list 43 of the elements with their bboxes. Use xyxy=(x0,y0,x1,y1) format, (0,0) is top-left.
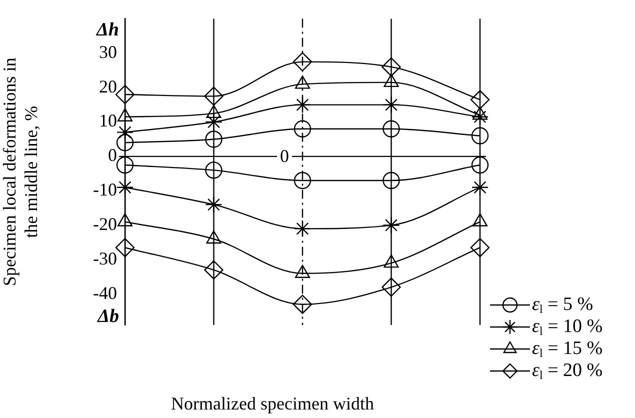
point xyxy=(115,84,135,104)
point xyxy=(204,86,224,106)
point xyxy=(116,124,134,141)
annotation: 0 xyxy=(280,146,289,166)
point xyxy=(205,196,222,214)
point xyxy=(382,57,401,77)
point xyxy=(471,156,489,174)
point xyxy=(471,127,489,144)
y-tick-label: -40 xyxy=(93,282,117,303)
point xyxy=(292,294,312,314)
x-axis-title: Normalized specimen width xyxy=(171,394,374,414)
y-tick-label: -20 xyxy=(93,214,117,234)
point xyxy=(294,220,312,238)
annotation: Δb xyxy=(96,306,119,327)
point xyxy=(294,172,312,190)
y-tick-label: 10 xyxy=(99,110,117,131)
point xyxy=(470,90,490,110)
point xyxy=(382,216,400,234)
y-tick-label: 30 xyxy=(99,42,117,62)
y-tick-label: 20 xyxy=(99,76,117,96)
point xyxy=(205,162,222,179)
point xyxy=(205,113,222,131)
point xyxy=(116,156,134,174)
point xyxy=(205,130,222,148)
point xyxy=(382,120,400,138)
point xyxy=(471,108,489,126)
point xyxy=(471,178,489,196)
point xyxy=(116,178,134,196)
point xyxy=(116,134,134,152)
y-axis-title: Specimen local deformations in the middle line, % xyxy=(0,58,42,286)
point xyxy=(382,96,400,114)
y-tick-label: -10 xyxy=(93,180,117,200)
point xyxy=(292,52,312,72)
y-tick-label: -30 xyxy=(93,248,117,268)
y-tick-label: 0 xyxy=(108,145,117,166)
point xyxy=(294,120,312,138)
point xyxy=(294,96,312,114)
point xyxy=(382,172,400,190)
point xyxy=(115,238,135,258)
point xyxy=(470,238,490,258)
annotation: Δh xyxy=(96,20,119,41)
point xyxy=(204,260,224,280)
point xyxy=(382,278,401,297)
